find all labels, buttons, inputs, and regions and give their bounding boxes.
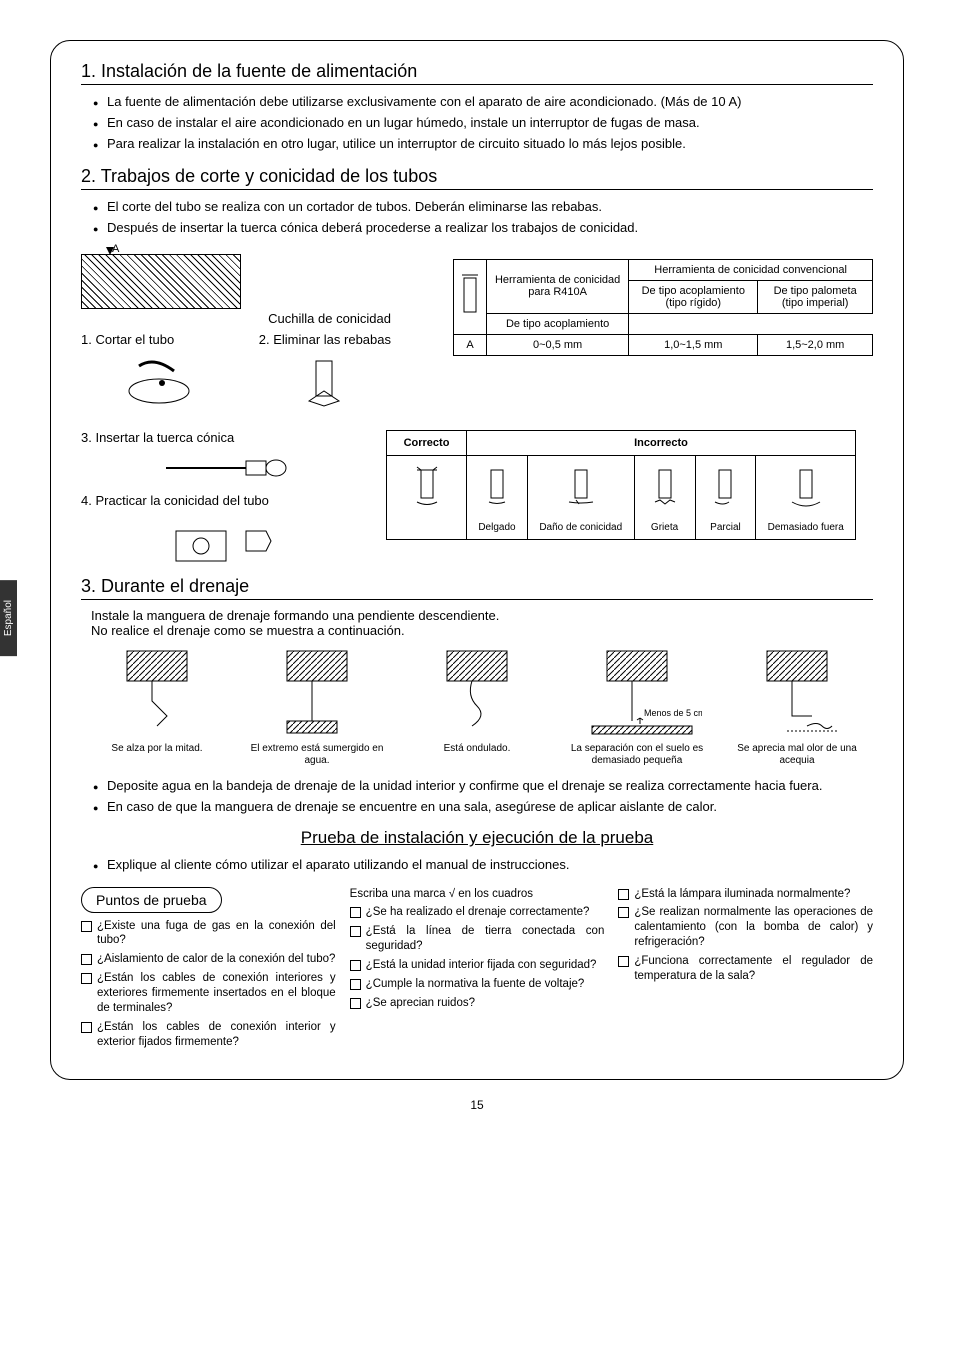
test-bullet: Explique al cliente cómo utilizar el apa…: [93, 856, 873, 874]
section1-heading: 1. Instalación de la fuente de alimentac…: [81, 61, 873, 85]
language-tab: Español: [0, 580, 17, 656]
check-item: ¿Cumple la normativa la fuente de voltaj…: [350, 977, 605, 992]
drain-icon: [97, 646, 217, 736]
td: De tipo acoplamiento (tipo rígido): [629, 280, 758, 313]
th: Herramienta de conicidad para R410A: [487, 259, 629, 313]
flare-nut-icon: [156, 453, 296, 483]
flare-bad-icon: [645, 462, 685, 507]
drain-icon: [257, 646, 377, 736]
td: 1,5~2,0 mm: [758, 334, 873, 355]
tool-table: Herramienta de conicidad para R410A Herr…: [453, 259, 873, 356]
td: 0~0,5 mm: [487, 334, 629, 355]
deburr-icon: [294, 351, 354, 411]
flare-label: Parcial: [695, 516, 756, 540]
check-item: ¿Funciona correctamente el regulador de …: [618, 954, 873, 984]
th: Herramienta de conicidad convencional: [629, 259, 873, 280]
test-heading: Prueba de instalación y ejecución de la …: [81, 828, 873, 848]
escriba-note: Escriba una marca √ en los cuadros: [350, 887, 605, 902]
cuchilla-label: Cuchilla de conicidad: [81, 311, 391, 326]
svg-text:Menos de 5 cm: Menos de 5 cm: [644, 708, 702, 718]
bullet: En caso de que la manguera de drenaje se…: [93, 798, 873, 816]
flare-bad-icon: [786, 462, 826, 507]
td: De tipo palometa (tipo imperial): [758, 280, 873, 313]
section1-bullets: La fuente de alimentación debe utilizars…: [93, 93, 873, 154]
bullet: La fuente de alimentación debe utilizars…: [93, 93, 873, 111]
step3-label: 3. Insertar la tuerca cónica: [81, 430, 371, 445]
drain-illustrations: Se alza por la mitad. El extremo está su…: [81, 646, 873, 767]
check-item: ¿Existe una fuga de gas en la conexión d…: [81, 919, 336, 949]
bullet: Deposite agua en la bandeja de drenaje d…: [93, 777, 873, 795]
caption: Está ondulado.: [401, 743, 553, 755]
step1-label: 1. Cortar el tubo: [81, 332, 231, 347]
caption: Se alza por la mitad.: [81, 743, 233, 755]
th-correct: Correcto: [387, 430, 467, 455]
test-columns: Puntos de prueba ¿Existe una fuga de gas…: [81, 887, 873, 1055]
cut-tube-icon: [119, 351, 199, 411]
flare-label: Grieta: [634, 516, 695, 540]
th-incorrect: Incorrecto: [467, 430, 856, 455]
bullet: Después de insertar la tuerca cónica deb…: [93, 219, 873, 237]
step-area: Cuchilla de conicidad 1. Cortar el tubo …: [81, 249, 873, 415]
flare-row: 3. Insertar la tuerca cónica 4. Practica…: [81, 430, 873, 576]
intro-line: Instale la manguera de drenaje formando …: [91, 608, 873, 623]
td: De tipo acoplamiento: [487, 313, 629, 334]
flaring-icon: [146, 516, 306, 576]
step2-label: 2. Eliminar las rebabas: [241, 332, 391, 347]
drain-icon: Menos de 5 cm: [572, 646, 702, 736]
flare-label: Demasiado fuera: [756, 516, 856, 540]
bullet: El corte del tubo se realiza con un cort…: [93, 198, 873, 216]
drain-icon: [417, 646, 537, 736]
check-item: ¿Aislamiento de calor de la conexión del…: [81, 952, 336, 967]
caption: El extremo está sumergido en agua.: [241, 743, 393, 767]
flare-label: Delgado: [467, 516, 528, 540]
drain-icon: [737, 646, 857, 736]
caption: Se aprecia mal olor de una acequia: [721, 743, 873, 767]
td: A: [454, 334, 487, 355]
caption: La separación con el suelo es demasiado …: [561, 743, 713, 767]
check-item: ¿Está la línea de tierra conectada con s…: [350, 924, 605, 954]
check-item: ¿Se ha realizado el drenaje correctament…: [350, 905, 605, 920]
flare-label: Daño de conicidad: [527, 516, 634, 540]
check-item: ¿Está la unidad interior fijada con segu…: [350, 958, 605, 973]
tube-section-icon: [460, 270, 480, 320]
section2-bullets: El corte del tubo se realiza con un cort…: [93, 198, 873, 237]
bullet: Explique al cliente cómo utilizar el apa…: [93, 856, 873, 874]
check-item: ¿Están los cables de conexión interior y…: [81, 1020, 336, 1050]
section2-heading: 2. Trabajos de corte y conicidad de los …: [81, 166, 873, 190]
flare-bad-icon: [705, 462, 745, 507]
hatch-illustration: [81, 254, 241, 309]
section3-heading: 3. Durante el drenaje: [81, 576, 873, 600]
drain-intro: Instale la manguera de drenaje formando …: [91, 608, 873, 638]
check-item: ¿Se aprecian ruidos?: [350, 996, 605, 1011]
section3-bullets: Deposite agua en la bandeja de drenaje d…: [93, 777, 873, 816]
check-item: ¿Están los cables de conexión interiores…: [81, 971, 336, 1016]
page-number: 15: [50, 1098, 904, 1112]
check-item: ¿Está la lámpara iluminada normalmente?: [618, 887, 873, 902]
intro-line: No realice el drenaje como se muestra a …: [91, 623, 873, 638]
main-content-box: 1. Instalación de la fuente de alimentac…: [50, 40, 904, 1080]
check-item: ¿Se realizan normalmente las operaciones…: [618, 905, 873, 950]
step4-label: 4. Practicar la conicidad del tubo: [81, 493, 371, 508]
flare-ok-icon: [407, 462, 447, 507]
td: 1,0~1,5 mm: [629, 334, 758, 355]
bullet: En caso de instalar el aire acondicionad…: [93, 114, 873, 132]
flare-table: Correcto Incorrecto Delgado Daño de coni…: [386, 430, 856, 540]
test-points-box: Puntos de prueba: [81, 887, 222, 913]
bullet: Para realizar la instalación en otro lug…: [93, 135, 873, 153]
flare-bad-icon: [561, 462, 601, 507]
flare-bad-icon: [477, 462, 517, 507]
